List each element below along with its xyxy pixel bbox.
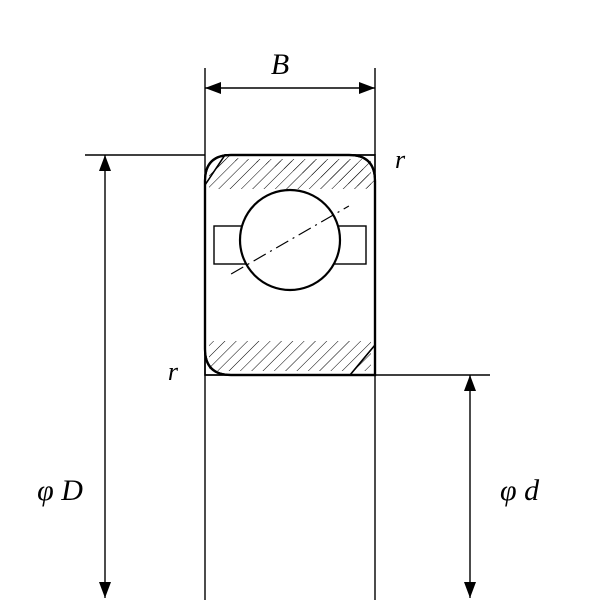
inner-race-hatch (209, 341, 371, 371)
label-width-B: B (271, 48, 289, 81)
label-outer-diameter: φ D (37, 474, 83, 507)
label-fillet-r-top: r (395, 145, 406, 174)
label-fillet-r-bottom: r (168, 357, 179, 386)
ball-element (240, 190, 340, 290)
label-inner-diameter: φ d (500, 474, 540, 507)
bearing-cross-section-diagram: Bφ D φ d r r (0, 0, 600, 600)
